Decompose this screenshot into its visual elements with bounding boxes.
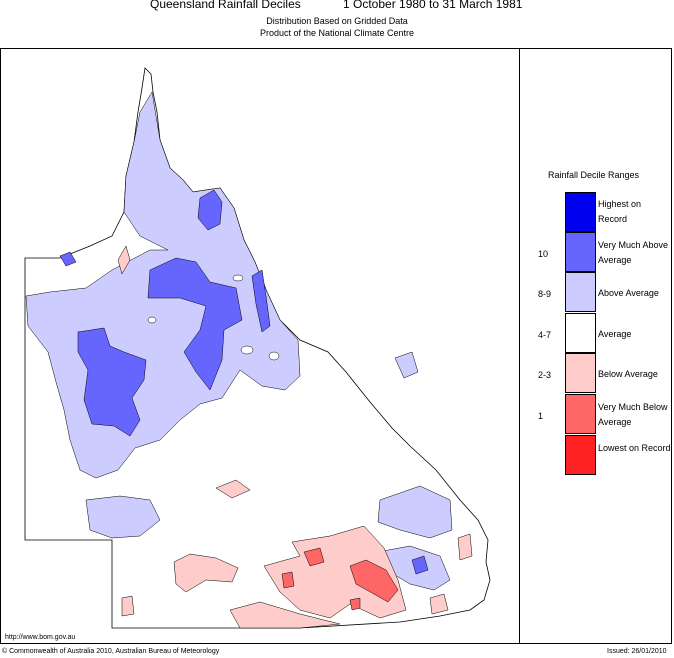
below-average-coast xyxy=(457,533,473,561)
below-average-southwest xyxy=(173,553,239,593)
legend-label-very-much-above: Very Much Above Average xyxy=(598,240,669,265)
legend-range-below: 2-3 xyxy=(538,370,552,380)
legend-range-above: 8-9 xyxy=(538,289,552,299)
legend-range-very-much-above: 10 xyxy=(538,249,549,259)
footer-copyright: © Commonwealth of Australia 2010, Austra… xyxy=(2,648,220,655)
very-much-below-central-south xyxy=(349,559,399,603)
very-much-below-small xyxy=(281,571,295,589)
very-much-above-west xyxy=(77,327,147,437)
very-much-above-central xyxy=(147,257,243,391)
legend-range-average: 4-7 xyxy=(538,330,552,340)
very-much-below-west-south xyxy=(303,547,325,567)
average-hole-central xyxy=(240,345,254,355)
map-title: Queensland Rainfall Deciles xyxy=(150,0,301,11)
below-average-north xyxy=(117,245,131,275)
subtitle-distribution: Distribution Based on Gridded Data xyxy=(266,16,408,26)
very-much-above-gulf xyxy=(59,251,77,267)
average-holes xyxy=(147,274,280,361)
legend-swatch-highest xyxy=(565,192,596,232)
legend-swatch-very-much-above xyxy=(565,232,596,272)
title-row: Queensland Rainfall Deciles 1 October 19… xyxy=(0,0,674,14)
very-much-above-average-regions xyxy=(59,189,429,575)
legend-swatch-above xyxy=(565,272,596,312)
very-much-below-average-regions xyxy=(281,547,399,611)
legend-range-very-much-below: 1 xyxy=(538,411,544,421)
legend-divider xyxy=(519,48,520,644)
below-average-regions xyxy=(117,245,473,629)
legend-swatch-average xyxy=(565,313,596,353)
above-average-east xyxy=(377,485,453,539)
below-average-south xyxy=(263,525,407,619)
legend-swatch-below xyxy=(565,353,596,393)
very-much-above-coast xyxy=(251,269,271,333)
footer-issued: Issued: 26/01/2010 xyxy=(607,648,667,655)
legend-label-highest: Highest on Record xyxy=(598,199,642,224)
average-hole-west xyxy=(147,316,157,324)
map-period: 1 October 1980 to 31 March 1981 xyxy=(343,0,523,11)
below-average-lower-east xyxy=(429,593,449,615)
above-average-south-west xyxy=(85,495,161,539)
below-average-border xyxy=(229,601,341,629)
subtitle-product: Product of the National Climate Centre xyxy=(259,28,415,38)
footer-url: http://www.bom.gov.au xyxy=(5,634,76,641)
legend-swatch-lowest xyxy=(565,435,596,475)
legend-label-above: Above Average xyxy=(598,288,659,298)
above-average-coast-patch xyxy=(394,351,419,379)
legend-label-below: Below Average xyxy=(598,369,658,379)
map-frame xyxy=(0,48,672,644)
below-average-small-west xyxy=(121,595,135,617)
average-hole-north xyxy=(232,274,244,282)
average-hole-coast xyxy=(268,351,280,361)
legend-label-average: Average xyxy=(598,329,632,339)
legend-label-very-much-below: Very Much Below Average xyxy=(598,402,668,427)
legend-title: Rainfall Decile Ranges xyxy=(548,170,640,180)
very-much-below-tiny xyxy=(349,597,361,611)
very-much-above-north xyxy=(197,189,223,231)
very-much-above-southeast xyxy=(411,555,429,575)
below-average-central xyxy=(215,479,251,499)
legend-swatch-very-much-below xyxy=(565,394,596,434)
legend-label-lowest: Lowest on Record xyxy=(598,443,671,453)
